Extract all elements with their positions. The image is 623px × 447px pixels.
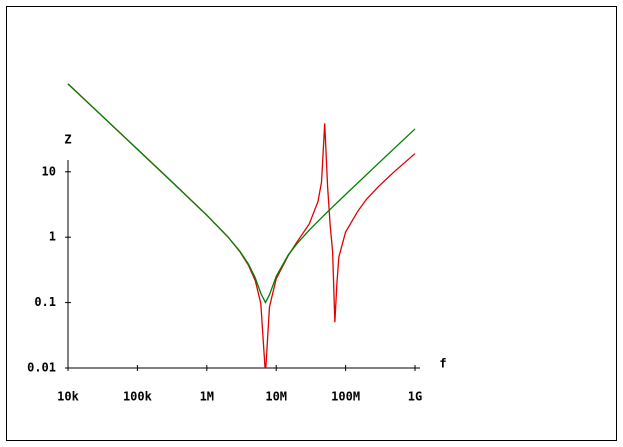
y-tick-label: 0.1 (34, 295, 56, 309)
x-tick-label: 1M (200, 390, 214, 404)
y-axis-label: Z (64, 133, 71, 147)
x-tick-label: 1G (408, 390, 422, 404)
frame (6, 6, 617, 441)
impedance-curve (67, 83, 416, 368)
y-tick-label: 0.01 (27, 361, 56, 375)
impedance-curve (67, 83, 416, 305)
y-tick-label: 10 (42, 164, 56, 178)
plot-area (67, 83, 416, 368)
x-tick-label: 10k (57, 390, 79, 404)
x-axis-label: f (439, 357, 446, 371)
x-tick-label: 100M (331, 390, 360, 404)
y-tick-label: 1 (49, 230, 56, 244)
x-tick-label: 10M (265, 390, 287, 404)
x-tick-label: 100k (123, 390, 153, 404)
